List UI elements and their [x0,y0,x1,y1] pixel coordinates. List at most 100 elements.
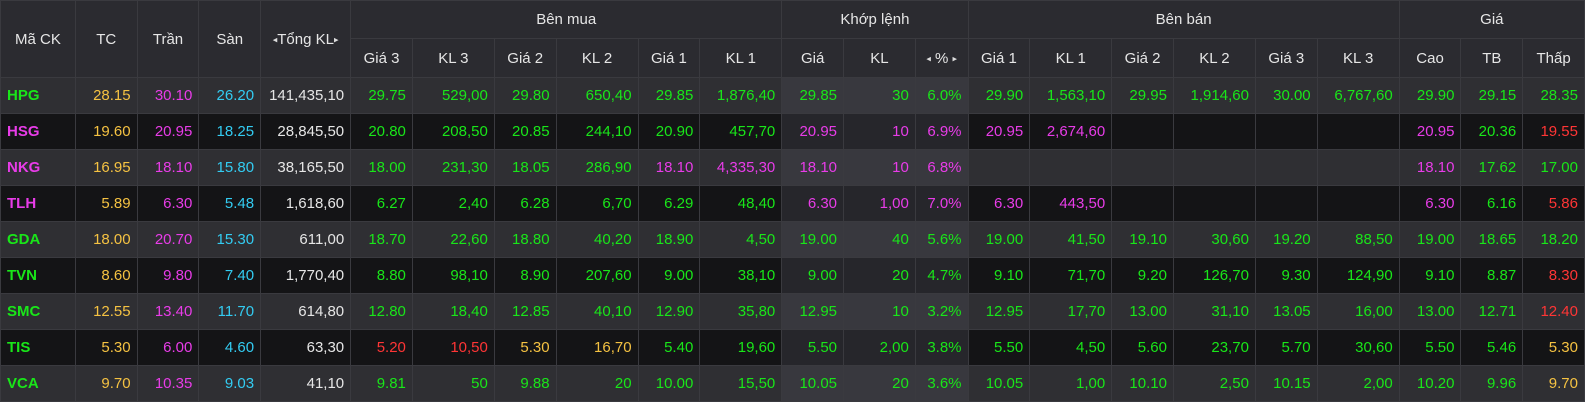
cell-total-volume: 1,770,40 [260,257,352,294]
cell-sell-price-3: 9.30 [1254,257,1318,294]
cell-floor: 15.30 [198,221,262,258]
table-row[interactable]: TVN 8.60 9.80 7.40 1,770,40 8.80 98,10 8.90 207,… [0,257,1585,294]
cell-ref: 9.70 [74,365,138,402]
cell-symbol[interactable]: GDA [0,221,76,258]
table-row[interactable]: VCA 9.70 10.35 9.03 41,10 9.81 50 9.88 20 10.00 15… [0,365,1585,402]
cell-symbol[interactable]: TLH [0,185,76,222]
cell-symbol[interactable]: TVN [0,257,76,294]
cell-sell-price-1: 29.90 [967,77,1031,114]
cell-buy-vol-2: 286,90 [555,149,639,186]
col-header-high[interactable]: Cao [1398,38,1462,78]
cell-buy-vol-1: 19,60 [699,329,783,366]
cell-symbol[interactable]: SMC [0,293,76,330]
cell-avg: 6.16 [1460,185,1524,222]
arrow-right-icon[interactable]: ▸ [333,34,339,45]
cell-ref: 28.15 [74,77,138,114]
cell-ceil: 20.95 [136,113,200,150]
arrow-left-icon[interactable]: ◂ [926,53,931,64]
cell-match-vol: 30 [843,77,916,114]
col-header-symbol[interactable]: Mã CK [0,0,76,78]
col-header-buy-price-1[interactable]: Giá 1 [637,38,701,78]
cell-symbol[interactable]: NKG [0,149,76,186]
col-header-match-pct[interactable]: ◂ % ▸ [914,38,969,78]
cell-symbol[interactable]: HPG [0,77,76,114]
cell-sell-price-1: 19.00 [967,221,1031,258]
cell-sell-vol-3 [1316,149,1400,186]
col-header-sell-price-2[interactable]: Giá 2 [1111,38,1174,78]
col-header-sell-price-1[interactable]: Giá 1 [967,38,1031,78]
cell-sell-price-3 [1254,113,1318,150]
cell-buy-price-1: 10.00 [637,365,701,402]
table-row[interactable]: SMC 12.55 13.40 11.70 614,80 12.80 18,40 12.85 4… [0,293,1585,330]
cell-match-vol: 10 [843,113,916,150]
col-header-sell-vol-1[interactable]: KL 1 [1029,38,1113,78]
cell-match-pct: 4.7% [914,257,969,294]
arrow-right-icon[interactable]: ▸ [952,53,958,64]
col-header-floor[interactable]: Sàn [198,0,262,78]
col-header-match-price[interactable]: Giá [781,38,845,78]
cell-buy-vol-2: 6,70 [555,185,639,222]
cell-ceil: 9.80 [136,257,200,294]
cell-sell-price-3: 13.05 [1254,293,1318,330]
cell-buy-price-2: 6.28 [493,185,557,222]
cell-buy-vol-1: 457,70 [699,113,783,150]
cell-avg: 18.65 [1460,221,1524,258]
col-header-sell-price-3[interactable]: Giá 3 [1254,38,1318,78]
table-row[interactable]: NKG 16.95 18.10 15.80 38,165,50 18.00 231,30 18… [0,149,1585,186]
cell-sell-price-1: 20.95 [967,113,1031,150]
cell-buy-price-2: 5.30 [493,329,557,366]
cell-buy-vol-3: 208,50 [411,113,495,150]
cell-symbol[interactable]: TIS [0,329,76,366]
cell-sell-vol-2: 31,10 [1172,293,1256,330]
col-header-ceil[interactable]: Trần [136,0,200,78]
cell-sell-vol-1: 17,70 [1029,293,1113,330]
cell-sell-vol-3: 88,50 [1316,221,1400,258]
table-row[interactable]: HPG 28.15 30.10 26.20 141,435,10 29.75 529,00 2… [0,77,1585,114]
col-header-avg[interactable]: TB [1460,38,1524,78]
cell-symbol[interactable]: VCA [0,365,76,402]
arrow-left-icon[interactable]: ◂ [272,34,278,45]
cell-symbol[interactable]: HSG [0,113,76,150]
cell-floor: 18.25 [198,113,262,150]
cell-buy-vol-3: 18,40 [411,293,495,330]
table-row[interactable]: GDA 18.00 20.70 15.30 611,00 18.70 22,60 18.80 4… [0,221,1585,258]
cell-low: 12.40 [1522,293,1585,330]
cell-high: 13.00 [1398,293,1462,330]
cell-sell-price-3 [1254,185,1318,222]
table-row[interactable]: HSG 19.60 20.95 18.25 28,845,50 20.80 208,50 20… [0,113,1585,150]
col-header-match-vol[interactable]: KL [843,38,916,78]
table-row[interactable]: TIS 5.30 6.00 4.60 63,30 5.20 10,50 5.30 16,70 5.… [0,329,1585,366]
col-header-sell-vol-3[interactable]: KL 3 [1316,38,1400,78]
cell-buy-vol-2: 207,60 [555,257,639,294]
cell-sell-price-2: 9.20 [1111,257,1174,294]
col-header-buy-vol-3[interactable]: KL 3 [411,38,495,78]
col-header-low[interactable]: Thấp [1522,38,1585,78]
cell-buy-price-3: 18.00 [350,149,413,186]
cell-buy-vol-3: 529,00 [411,77,495,114]
cell-match-pct: 6.0% [914,77,969,114]
col-header-ref[interactable]: TC [74,0,138,78]
cell-floor: 9.03 [198,365,262,402]
table-row[interactable]: TLH 5.89 6.30 5.48 1,618,60 6.27 2,40 6.28 6,70 6… [0,185,1585,222]
cell-buy-price-2: 20.85 [493,113,557,150]
col-header-buy-price-2[interactable]: Giá 2 [493,38,557,78]
cell-match-price: 10.05 [781,365,845,402]
col-header-buy-vol-1[interactable]: KL 1 [699,38,783,78]
col-header-buy-vol-2[interactable]: KL 2 [555,38,639,78]
cell-avg: 20.36 [1460,113,1524,150]
cell-sell-price-2: 19.10 [1111,221,1174,258]
cell-match-pct: 6.9% [914,113,969,150]
col-header-sell-vol-2[interactable]: KL 2 [1172,38,1256,78]
col-header-total-volume[interactable]: ◂Tổng KL▸ [260,0,352,78]
cell-ceil: 13.40 [136,293,200,330]
cell-sell-price-1: 5.50 [967,329,1031,366]
cell-total-volume: 611,00 [260,221,352,258]
price-board-body: HPG 28.15 30.10 26.20 141,435,10 29.75 529,00 2… [0,77,1585,402]
cell-high: 29.90 [1398,77,1462,114]
cell-low: 5.30 [1522,329,1585,366]
cell-sell-price-2: 5.60 [1111,329,1174,366]
cell-sell-price-2: 29.95 [1111,77,1174,114]
col-header-buy-price-3[interactable]: Giá 3 [350,38,413,78]
cell-ref: 19.60 [74,113,138,150]
